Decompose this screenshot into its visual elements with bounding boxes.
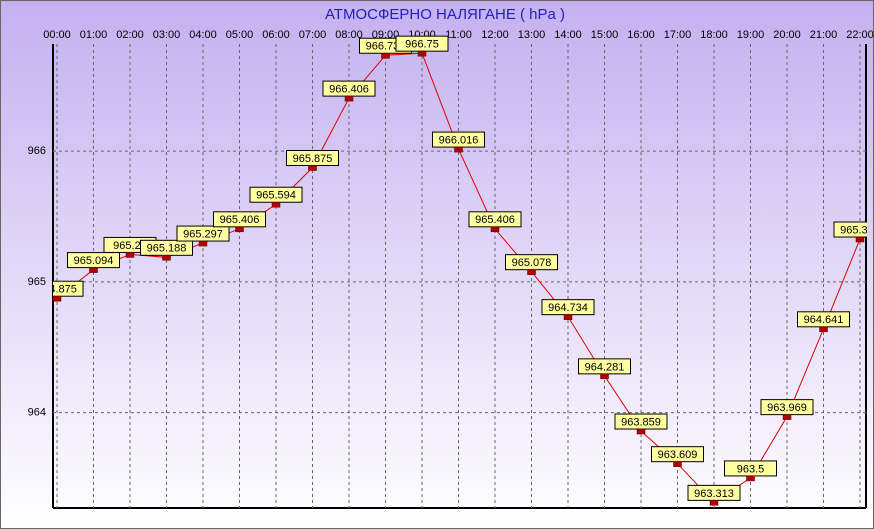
point-marker (855, 236, 865, 243)
chart-title: АТМОСФЕРНО НАЛЯГАНЕ ( hPa ) (325, 6, 565, 23)
value-label: 964.641 (804, 314, 844, 326)
x-tick-label: 13:00 (518, 29, 546, 41)
point-marker (89, 267, 98, 273)
value-label: 963.969 (767, 402, 807, 414)
x-tick-label: 20:00 (773, 29, 801, 41)
point-marker (381, 52, 390, 59)
point-marker (198, 240, 208, 247)
value-label: 965.094 (74, 255, 114, 267)
point-marker (344, 95, 354, 102)
value-label: 965.875 (293, 153, 333, 165)
value-label: 964.875 (37, 284, 77, 296)
point-marker (527, 269, 536, 275)
x-tick-label: 16:00 (627, 29, 655, 41)
value-label: 963.859 (621, 416, 661, 428)
y-tick-label: 965 (28, 276, 46, 288)
value-label: 963.5 (737, 463, 765, 475)
y-tick-label: 966 (28, 145, 46, 157)
point-marker (746, 475, 755, 482)
point-marker (673, 461, 682, 467)
point-marker (454, 146, 463, 153)
x-tick-label: 07:00 (299, 29, 327, 41)
point-marker (271, 201, 281, 208)
value-label: 965.328 (840, 224, 874, 236)
point-marker (782, 414, 792, 420)
x-tick-label: 12:00 (481, 29, 509, 41)
point-marker (308, 165, 317, 171)
point-marker (600, 373, 609, 380)
value-label: 966.734 (366, 41, 406, 53)
point-marker (490, 226, 500, 233)
value-label: 965.406 (475, 214, 515, 226)
value-label: 965.406 (220, 214, 260, 226)
point-marker (636, 428, 646, 435)
value-label: 965.594 (256, 190, 296, 202)
point-marker (563, 314, 573, 320)
point-marker (709, 500, 719, 506)
value-label: 966.016 (439, 134, 479, 146)
value-label: 966.406 (329, 84, 369, 96)
x-tick-label: 15:00 (591, 29, 619, 41)
x-tick-label: 11:00 (445, 29, 472, 41)
value-label: 964.281 (585, 361, 625, 373)
point-marker (52, 295, 62, 302)
x-tick-label: 22:00 (846, 29, 874, 41)
y-tick-label: 964 (28, 406, 46, 418)
x-tick-label: 00:00 (43, 29, 71, 41)
point-marker (162, 255, 171, 261)
value-labels: 964.875 965.094 965.21 965.188 965.297 965.40… (37, 35, 874, 501)
x-tick-label: 14:00 (554, 29, 582, 41)
x-tick-label: 19:00 (737, 29, 765, 41)
value-label: 966.75 (405, 39, 439, 51)
point-marker (417, 50, 427, 57)
x-tick-label: 01:00 (80, 29, 108, 41)
value-label: 965.21 (113, 240, 147, 252)
point-marker (819, 326, 828, 333)
x-tick-label: 03:00 (153, 29, 181, 41)
x-tick-label: 17:00 (664, 29, 692, 41)
x-tick-label: 08:00 (335, 29, 363, 41)
value-label: 964.734 (548, 302, 588, 314)
value-label: 963.609 (658, 449, 698, 461)
point-marker (235, 226, 244, 233)
x-tick-label: 02:00 (116, 29, 144, 41)
value-label: 965.297 (183, 228, 223, 240)
x-tick-label: 05:00 (226, 29, 254, 41)
value-label: 963.313 (694, 488, 734, 500)
point-marker (125, 252, 135, 258)
value-label: 965.188 (147, 243, 187, 255)
x-tick-label: 06:00 (262, 29, 290, 41)
x-tick-label: 21:00 (810, 29, 838, 41)
value-label: 965.078 (512, 257, 552, 269)
x-tick-label: 18:00 (700, 29, 728, 41)
x-tick-label: 04:00 (189, 29, 217, 41)
